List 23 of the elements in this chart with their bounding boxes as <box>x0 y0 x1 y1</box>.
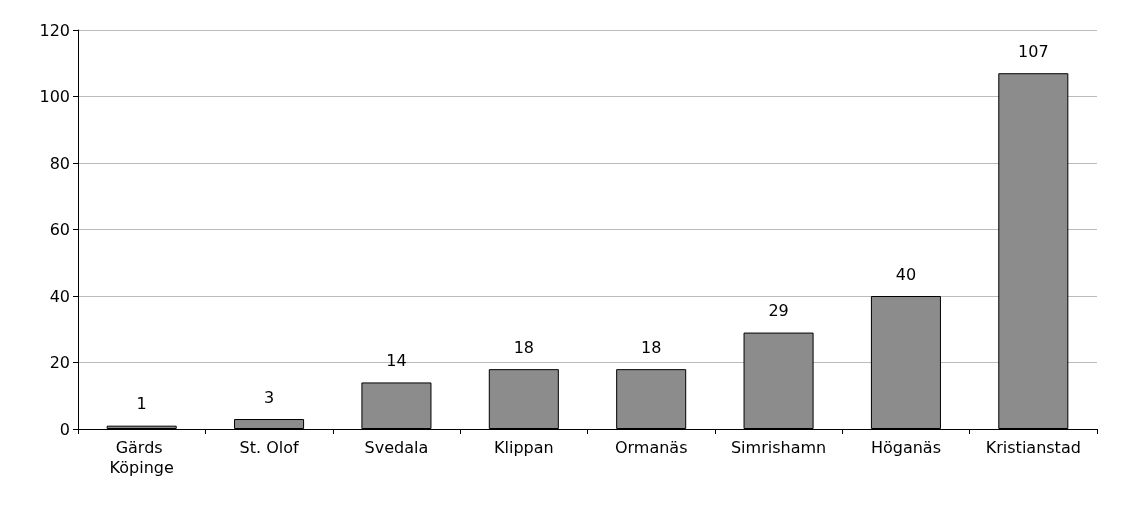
x-tick-label: Kristianstad <box>985 437 1081 457</box>
y-tick-label: 20 <box>49 353 70 372</box>
y-tick-label: 120 <box>39 20 70 40</box>
y-tick-label: 100 <box>39 87 70 106</box>
data-label: 18 <box>641 337 662 357</box>
data-label: 18 <box>513 337 534 357</box>
x-tick-label: Klippan <box>493 437 554 457</box>
data-label: 14 <box>386 350 407 370</box>
x-tick-label: Svedala <box>364 437 429 457</box>
data-label: 107 <box>1018 41 1049 61</box>
data-label: 1 <box>136 394 147 414</box>
x-tick-label: St. Olof <box>239 437 299 457</box>
y-tick-label: 60 <box>49 220 70 239</box>
x-tick-label: Ormanäs <box>614 437 688 457</box>
y-tick-label: 40 <box>49 286 70 306</box>
x-tick-label: Simrishamn <box>730 437 827 457</box>
y-tick-label: 0 <box>59 419 70 439</box>
data-label: 3 <box>263 387 275 407</box>
y-tick-label: 80 <box>49 153 70 173</box>
x-tick-label: Gärds Köpinge <box>109 437 174 477</box>
data-label: 29 <box>768 301 789 321</box>
data-label: 40 <box>895 264 917 284</box>
x-tick-label: Höganäs <box>870 437 941 457</box>
